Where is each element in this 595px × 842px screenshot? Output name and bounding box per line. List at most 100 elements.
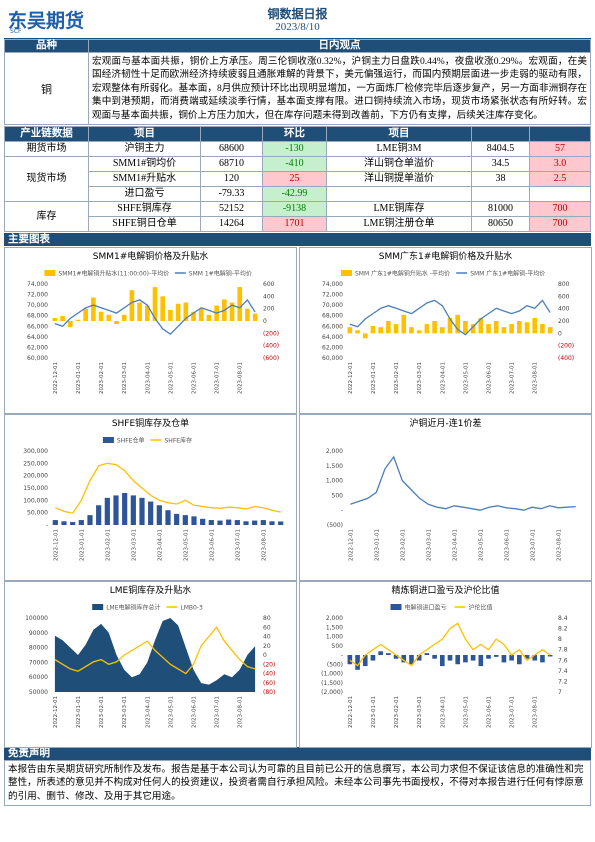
x-tick-label: 2023-03-01 — [122, 362, 128, 394]
bar — [198, 308, 204, 322]
change: 1701 — [262, 216, 327, 233]
bar — [139, 497, 145, 526]
chart-panel: 精炼铜进口盈亏及沪伦比值 电解铜进口盈亏 沪伦比值 (2,000) (1,500) (1,… — [299, 581, 592, 749]
bar — [455, 655, 461, 665]
data-table-body: 产业链数据 项目 环比 项目 期货市场 沪铜主力 68600 -130 LME铜3M 8404.… — [4, 126, 591, 233]
legend-swatch — [341, 270, 352, 277]
bar — [252, 313, 258, 322]
chart-panel: SHFE铜库存及仓单 SHFE仓单 SHFE库存 - 50,000 100,000 150,… — [4, 414, 297, 582]
bar — [226, 519, 232, 526]
legend-label: LME电解铜库存总计 — [106, 604, 160, 612]
x-tick-label: 2023-06-01 — [504, 529, 510, 561]
value: 80650 — [471, 216, 530, 233]
y2-tick-label: 7 — [558, 689, 562, 696]
header-cell: 项目 — [326, 126, 472, 143]
y-tick-label: 500 — [332, 643, 344, 650]
data-table: 产业链数据 项目 环比 项目 期货市场 沪铜主力 68600 -130 LME铜3M 8404.… — [4, 126, 591, 233]
y-tick-label: 50000 — [29, 689, 48, 696]
x-tick-label: 2023-07-01 — [510, 696, 516, 728]
x-tick-label: 2022-12-01 — [348, 362, 354, 394]
bar — [61, 521, 67, 526]
x-tick-label: 2023-06-01 — [192, 362, 198, 394]
item: LME铜库存 — [326, 201, 472, 218]
y-tick-label: - — [341, 507, 343, 514]
bar — [463, 655, 468, 663]
y-tick-label: 60,000 — [322, 355, 343, 362]
chart: LME铜库存及升贴水 LME电解铜库存总计 LMB0-3 50000 60000 7000… — [25, 584, 275, 728]
x-tick-label: 2023-04-01 — [145, 362, 151, 394]
y-tick-label: 62,000 — [27, 344, 48, 351]
chart-title: SMM广东1#电解铜价格及升贴水 — [379, 250, 513, 262]
x-tick-label: 2023-03-01 — [417, 696, 423, 728]
y-tick-label: 500 — [332, 492, 344, 499]
bar — [401, 314, 407, 334]
y-tick-label: 90000 — [29, 630, 48, 637]
header-cell: 项目 — [88, 126, 201, 143]
bar — [547, 327, 553, 334]
bar — [87, 515, 93, 526]
y-tick-label: 250,000 — [23, 460, 48, 467]
chart-title: 沪铜近月-连1价差 — [410, 417, 482, 429]
legend-label: SMM1#电解铜升贴水(11:00:00)-平均价 — [58, 270, 169, 278]
bar — [478, 317, 484, 334]
line — [54, 626, 256, 675]
value: 68600 — [200, 141, 263, 158]
bar — [83, 308, 88, 322]
bar — [362, 333, 368, 339]
value: 120 — [200, 171, 263, 188]
y2-tick-label: (200) — [263, 330, 279, 337]
y-tick-label: 150,000 — [23, 485, 48, 492]
bar — [501, 655, 507, 663]
y-tick-label: 1,500 — [326, 463, 343, 470]
bar — [355, 655, 360, 670]
y-tick-label: 74,000 — [27, 281, 48, 288]
change: -130 — [262, 141, 327, 158]
x-tick-label: 2023-04-01 — [440, 362, 446, 394]
value: 14264 — [200, 216, 263, 233]
header-cell — [200, 126, 263, 143]
bar — [237, 287, 243, 322]
section-title: 主要图表 — [4, 233, 591, 247]
chart: SMM广东1#电解铜价格及升贴水 SMM 广东1#电解铜升贴水 -平均价 SMM 广… — [322, 250, 574, 394]
x-tick-label: 2023-01-01 — [79, 529, 85, 561]
y-tick-label: 200,000 — [23, 473, 48, 480]
bar — [493, 321, 499, 334]
bar — [191, 311, 196, 322]
x-tick-label: 2023-05-01 — [463, 362, 469, 394]
bar — [378, 327, 383, 334]
x-tick-label: 2023-01-01 — [374, 529, 380, 561]
x-tick-label: 2023-03-01 — [131, 529, 137, 561]
y2-tick-label: 400 — [558, 306, 570, 313]
bar — [432, 321, 437, 334]
bar — [524, 655, 530, 659]
bar — [370, 655, 376, 661]
bar — [470, 324, 476, 334]
value: 52152 — [200, 201, 263, 218]
bar — [278, 521, 284, 526]
y2-tick-label: (400) — [558, 355, 574, 362]
bar — [60, 316, 65, 322]
x-tick-label: 2023-06-01 — [487, 696, 493, 728]
bar — [393, 324, 399, 334]
bar — [175, 303, 181, 322]
bar — [447, 317, 453, 334]
chart-panel: SMM广东1#电解铜价格及升贴水 SMM 广东1#电解铜升贴水 -平均价 SMM 广… — [299, 247, 592, 415]
x-tick-label: 2023-01-01 — [76, 696, 82, 728]
line — [349, 299, 551, 336]
report-date: 2023/8/10 — [275, 21, 320, 33]
change: 57 — [529, 141, 591, 158]
y2-tick-label: 0 — [263, 318, 267, 325]
legend-label: SMM 广东1#电解铜升贴水 -平均价 — [355, 270, 450, 278]
bar — [486, 655, 491, 659]
y-tick-label: (1,500) — [321, 680, 343, 687]
y2-tick-label: 7.8 — [558, 647, 568, 654]
x-tick-label: 2023-02-01 — [99, 362, 105, 394]
table-row: 库存 SHFE铜库存 52152 -9138 LME铜库存 81000 700 — [4, 201, 591, 233]
table-row: SMM1#升贴水 120 25 洋山铜提单溢价 38 2.5 — [5, 171, 591, 188]
group-name: 库存 — [4, 201, 89, 233]
bar — [245, 308, 250, 322]
x-tick-label: 2023-06-01 — [487, 362, 493, 394]
y-tick-label: 68,000 — [322, 313, 343, 320]
